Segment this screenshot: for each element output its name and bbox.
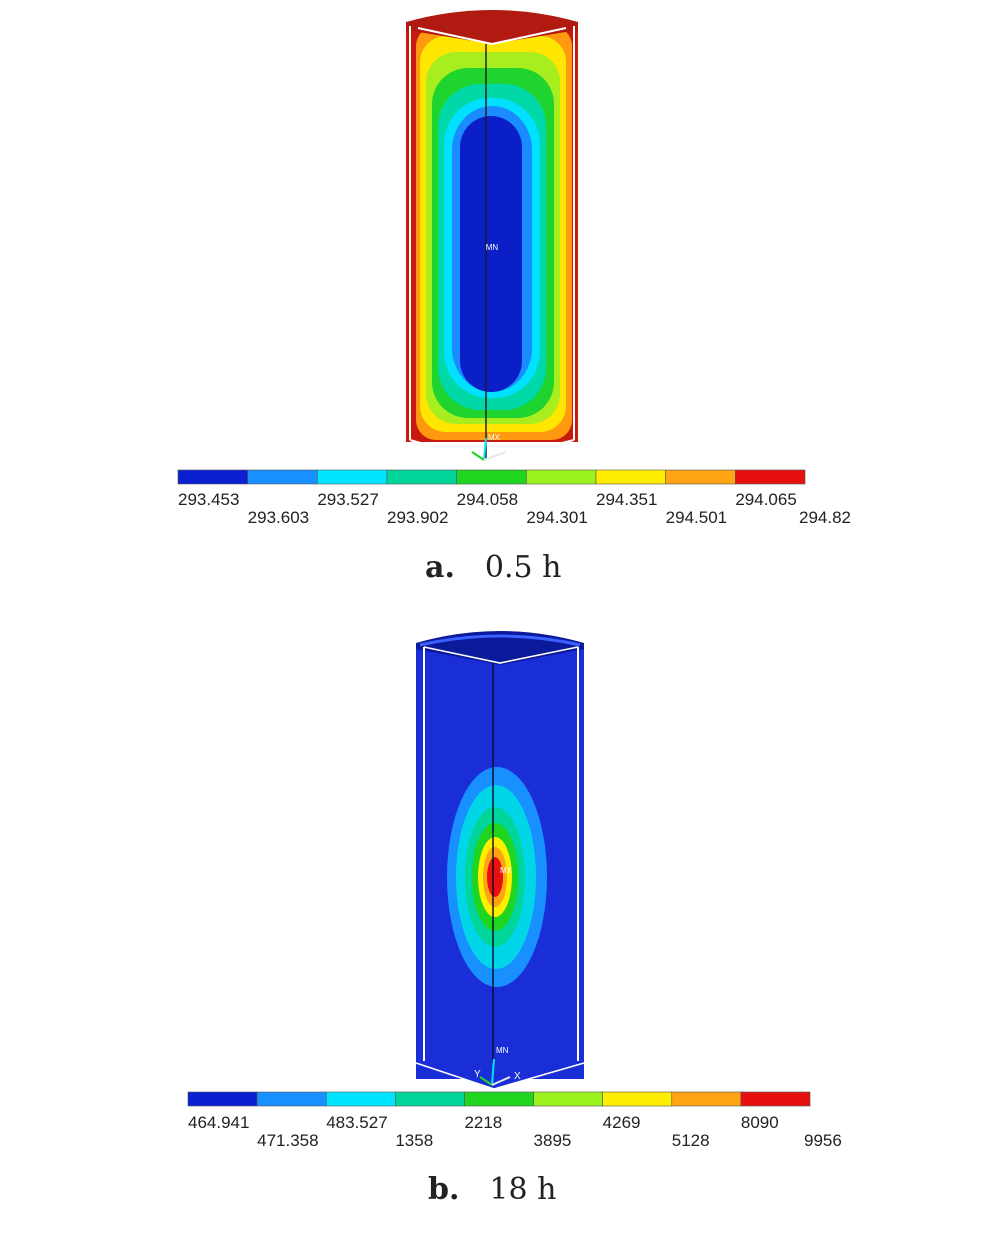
contour-band-blue <box>460 116 522 392</box>
figure-a: MN Y MX X 293.453 293.603 293.527 293.902 29… <box>0 0 994 600</box>
cylinder-model-a: MN Y MX X <box>406 10 578 464</box>
legend-tick-label: 1358 <box>395 1131 434 1150</box>
legend-tick-label: 294.058 <box>456 490 519 509</box>
legend-swatch <box>526 469 597 485</box>
legend-swatch <box>464 1091 534 1107</box>
legend-swatch <box>317 469 388 485</box>
legend-tick-label: 293.603 <box>247 508 310 527</box>
legend-swatch <box>256 1091 327 1107</box>
figure-b: MX Y MN X 464.941 471.358 483.527 1358 2218 3… <box>0 615 994 1234</box>
legend-tick-label: 8090 <box>740 1113 779 1132</box>
legend-swatch <box>456 469 527 485</box>
legend-tick-label: 293.902 <box>387 508 449 527</box>
legend-tick-label: 294.301 <box>526 508 588 527</box>
color-legend-bar-a <box>177 469 806 485</box>
temperature-contour-plot-a: MN Y MX X <box>177 10 806 485</box>
legend-tick-label: 471.358 <box>257 1131 319 1150</box>
svg-text:Y: Y <box>466 444 472 454</box>
caption-time: 18 h <box>489 1172 557 1207</box>
svg-text:X: X <box>508 446 514 456</box>
legend-swatch <box>533 1091 603 1107</box>
temperature-contour-plot-b: MX Y MN X <box>187 631 811 1107</box>
axis-triad: Y MN X <box>474 1046 521 1086</box>
svg-text:MN: MN <box>496 1046 509 1055</box>
legend-tick-label: 294.501 <box>665 508 728 527</box>
legend-swatch <box>395 1091 465 1107</box>
axis-triad: Y MX X <box>466 433 514 461</box>
legend-tick-label: 5128 <box>671 1131 710 1150</box>
legend-tick-label: 294.82 <box>799 508 851 527</box>
legend-swatch <box>187 1091 258 1107</box>
legend-swatch <box>671 1091 742 1107</box>
max-marker: MX <box>500 866 513 875</box>
legend-tick-label: 464.941 <box>188 1113 250 1132</box>
contour-band-red <box>487 857 503 897</box>
legend-tick-label: 293.527 <box>317 490 379 509</box>
legend-swatch <box>665 469 736 485</box>
legend-tick-label: 4269 <box>602 1113 641 1132</box>
legend-swatch <box>595 469 666 485</box>
cylinder-model-b: MX Y MN X <box>415 631 585 1090</box>
caption-letter: a. <box>425 550 455 585</box>
legend-swatch <box>247 469 318 485</box>
caption-b: b. 18 h <box>428 1172 556 1207</box>
svg-text:X: X <box>514 1071 521 1082</box>
legend-swatch <box>325 1091 396 1107</box>
legend-swatch <box>386 469 457 485</box>
caption-a: a. 0.5 h <box>425 550 561 585</box>
legend-swatch <box>177 469 248 485</box>
min-marker: MN <box>486 243 499 252</box>
legend-swatch <box>602 1091 673 1107</box>
legend-tick-label: 3895 <box>533 1131 572 1150</box>
legend-swatch <box>740 1091 811 1107</box>
svg-text:MX: MX <box>488 433 501 442</box>
legend-tick-label: 294.351 <box>596 490 658 509</box>
legend-swatch <box>735 469 806 485</box>
legend-tick-label: 2218 <box>464 1113 503 1132</box>
svg-text:Y: Y <box>474 1069 481 1080</box>
legend-tick-label: 483.527 <box>326 1113 388 1132</box>
color-legend-bar-b <box>187 1091 811 1107</box>
legend-tick-label: 294.065 <box>735 490 797 509</box>
legend-tick-label: 9956 <box>804 1131 842 1150</box>
caption-time: 0.5 h <box>484 550 562 585</box>
legend-tick-label: 293.453 <box>178 490 240 509</box>
caption-letter: b. <box>428 1172 460 1207</box>
